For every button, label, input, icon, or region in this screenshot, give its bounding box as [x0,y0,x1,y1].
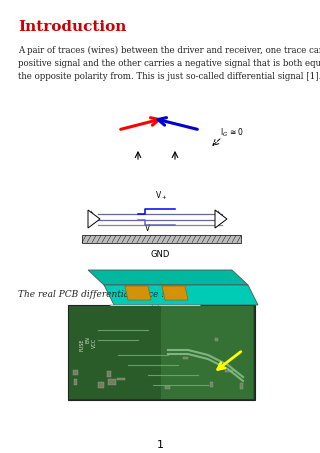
Text: V$_+$: V$_+$ [131,168,143,180]
Bar [183,357,188,359]
Text: V$_-$: V$_-$ [167,169,180,179]
Bar [225,370,233,372]
Bar [240,383,243,389]
Bar [69,306,254,399]
Polygon shape [168,328,220,341]
Text: FUSE: FUSE [79,339,84,351]
Bar [68,305,255,400]
Polygon shape [215,210,227,228]
Bar [107,371,111,377]
Bar [165,386,170,389]
Bar [117,378,125,380]
Polygon shape [104,285,258,305]
Text: I$_G$ ≅ 0: I$_G$ ≅ 0 [220,127,244,139]
Bar [73,370,78,375]
Text: A pair of traces (wires) between the driver and receiver, one trace carries the: A pair of traces (wires) between the dri… [18,46,320,55]
Polygon shape [120,328,172,341]
Bar [161,306,253,399]
Bar [108,379,116,385]
Text: V$_+$: V$_+$ [155,189,167,202]
Text: V: V [145,224,151,233]
Text: VCC: VCC [92,338,97,348]
Text: +: + [89,211,93,216]
Polygon shape [125,286,151,300]
Text: −: − [88,221,94,227]
Polygon shape [158,305,210,328]
Text: Introduction: Introduction [18,20,126,34]
Polygon shape [88,270,248,285]
Text: positive signal and the other carries a negative signal that is both equal to, a: positive signal and the other carries a … [18,59,320,68]
Text: +: + [216,211,220,216]
Bar [74,379,77,385]
Polygon shape [88,210,100,228]
Text: 1: 1 [156,440,164,450]
Polygon shape [110,305,162,328]
Bar [82,235,241,243]
Text: GND: GND [150,250,170,259]
Bar [98,382,104,388]
Text: the opposite polarity from. This is just so-called differential signal [1].: the opposite polarity from. This is just… [18,72,320,81]
Bar [210,382,213,387]
Polygon shape [162,286,188,300]
Polygon shape [152,305,168,328]
Text: The real PCB differential trace :: The real PCB differential trace : [18,290,164,299]
Bar [215,338,218,341]
Text: −: − [215,221,221,227]
Text: EN: EN [85,337,91,343]
